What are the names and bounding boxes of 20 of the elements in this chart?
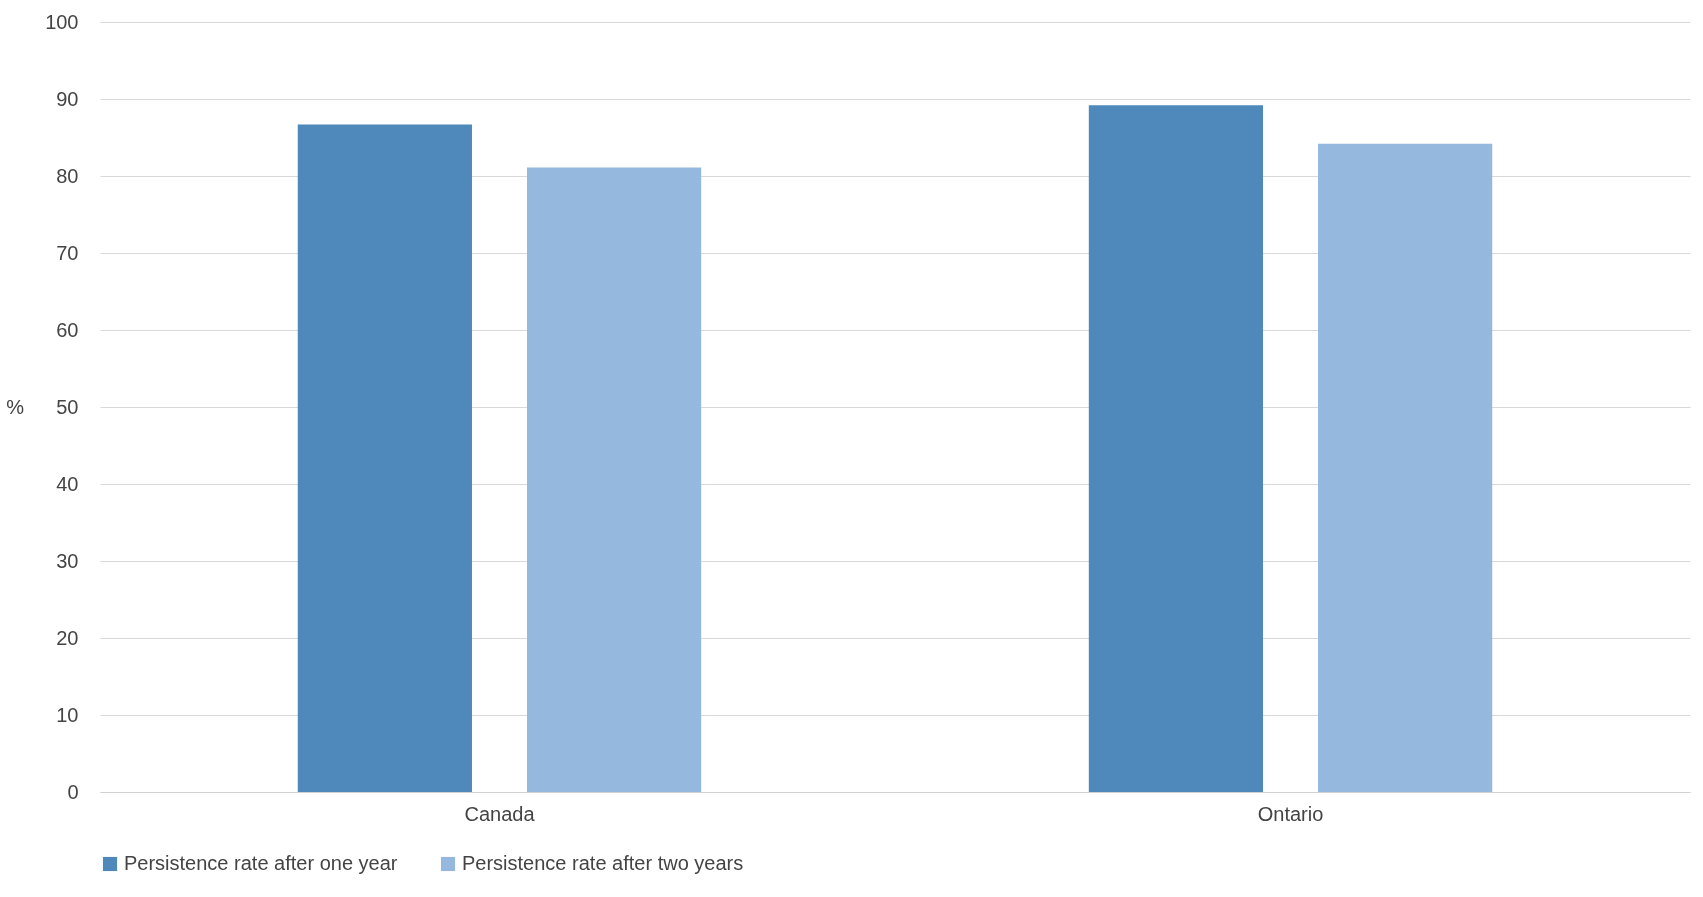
- y-tick-label: 90: [56, 87, 79, 110]
- bar: [297, 124, 472, 792]
- y-tick-label: 10: [56, 703, 79, 726]
- x-tick-label: Canada: [464, 802, 536, 825]
- bar: [526, 167, 702, 792]
- y-tick-label: 20: [56, 626, 79, 649]
- y-tick-label: 80: [56, 164, 79, 187]
- y-tick-label: 40: [56, 472, 79, 495]
- y-tick-label: 70: [56, 241, 79, 264]
- bar: [1318, 143, 1493, 792]
- y-tick-label: 100: [45, 10, 79, 33]
- legend-label: Persistence rate after two years: [462, 852, 744, 874]
- y-tick-label: 30: [56, 549, 79, 572]
- y-axis-title: %: [6, 395, 25, 418]
- y-tick-label: 50: [56, 395, 79, 418]
- y-tick-label: 0: [67, 780, 79, 803]
- bar: [1088, 105, 1264, 792]
- legend-label: Persistence rate after one year: [124, 852, 398, 874]
- x-tick-label: Ontario: [1257, 802, 1324, 825]
- y-tick-label: 60: [56, 318, 79, 341]
